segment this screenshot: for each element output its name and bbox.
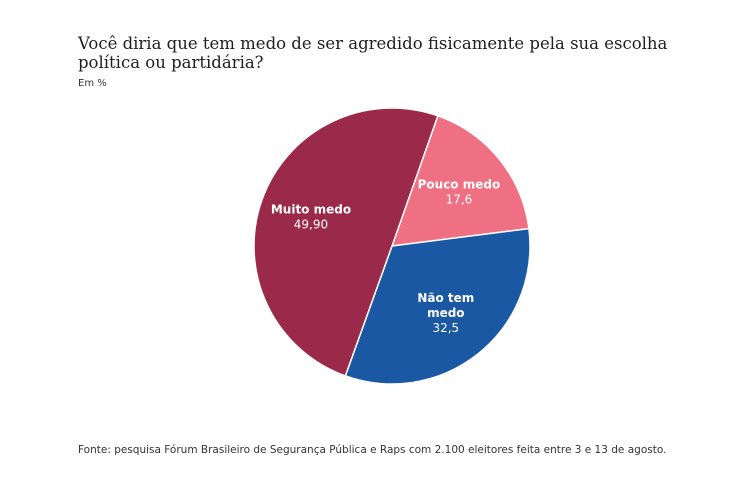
slice-value-label: 49,90 [294, 218, 328, 232]
slice-category-label: Muito medo [271, 203, 351, 217]
chart-title: Você diria que tem medo de ser agredido … [78, 34, 668, 72]
source-note: Fonte: pesquisa Fórum Brasileiro de Segu… [78, 444, 667, 456]
pie-slice-1 [390, 114, 530, 247]
slice-value-label: 17,6 [446, 192, 473, 206]
slice-value-label: 32,5 [432, 321, 459, 335]
pie-slice-2 [344, 227, 531, 385]
slice-category-label: Não tem [417, 291, 474, 305]
slice-category-label: Pouco medo [418, 177, 501, 191]
pie-slice-3 [253, 107, 439, 377]
chart-subtitle: Em % [78, 78, 107, 89]
slice-category-label: medo [427, 306, 464, 320]
